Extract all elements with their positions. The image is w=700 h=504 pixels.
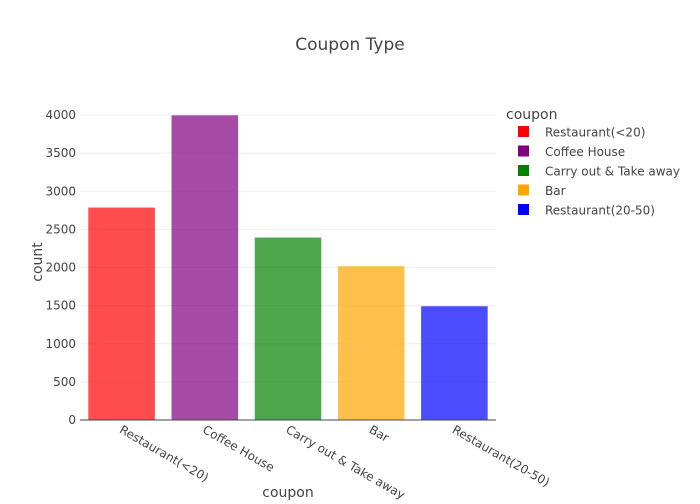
legend-item: Restaurant(<20) xyxy=(518,126,645,140)
x-tick-labels: Restaurant(<20)Coffee House Carry out & T… xyxy=(117,422,552,502)
x-axis-title: coupon xyxy=(262,485,313,500)
legend-item: Carry out & Take away xyxy=(518,165,680,179)
legend-label: Bar xyxy=(545,184,566,198)
y-tick-label: 1000 xyxy=(45,337,76,351)
legend-item: Coffee House xyxy=(518,145,625,159)
legend-title: coupon xyxy=(506,107,557,123)
bar xyxy=(88,207,155,420)
y-tick-label: 3500 xyxy=(45,146,76,160)
legend-label: Carry out & Take away xyxy=(545,165,680,179)
y-tick-label: 500 xyxy=(53,375,76,389)
legend-swatch xyxy=(518,184,529,196)
legend-swatch xyxy=(518,145,529,157)
x-tick-label: Restaurant(<20) xyxy=(117,422,211,484)
legend-items: Restaurant(<20) Coffee House Carry out & T… xyxy=(518,126,680,218)
x-tick-label: Restaurant(20-50) xyxy=(450,422,552,489)
bar xyxy=(337,266,405,420)
x-tick-label: Bar xyxy=(367,422,392,444)
chart-title: Coupon Type xyxy=(295,35,404,55)
legend-label: Coffee House xyxy=(545,145,625,159)
bars xyxy=(88,115,488,421)
x-tick-label: Coffee House xyxy=(200,422,276,474)
y-tick-label: 0 xyxy=(68,413,76,427)
legend-swatch xyxy=(518,126,529,137)
y-tick-label: 3000 xyxy=(45,184,76,198)
legend: coupon Restaurant(<20) Coffee House Carry … xyxy=(506,107,680,218)
y-tick-label: 1500 xyxy=(45,299,76,313)
legend-swatch xyxy=(518,204,529,215)
legend-label: Restaurant(20-50) xyxy=(545,204,655,218)
y-tick-label: 2000 xyxy=(45,261,76,275)
y-tick-labels: 0 500 1000 1500 2000 2500 3000 3500 4000 xyxy=(45,108,76,427)
legend-label: Restaurant(<20) xyxy=(545,126,645,140)
legend-item: Restaurant(20-50) xyxy=(518,204,655,218)
y-axis-title: count xyxy=(30,242,46,282)
legend-item: Bar xyxy=(518,184,566,198)
y-tick-label: 2500 xyxy=(45,222,76,236)
bar xyxy=(421,306,488,420)
bar xyxy=(254,237,322,420)
legend-swatch xyxy=(518,165,529,176)
bar xyxy=(171,115,239,421)
y-tick-label: 4000 xyxy=(45,108,76,122)
